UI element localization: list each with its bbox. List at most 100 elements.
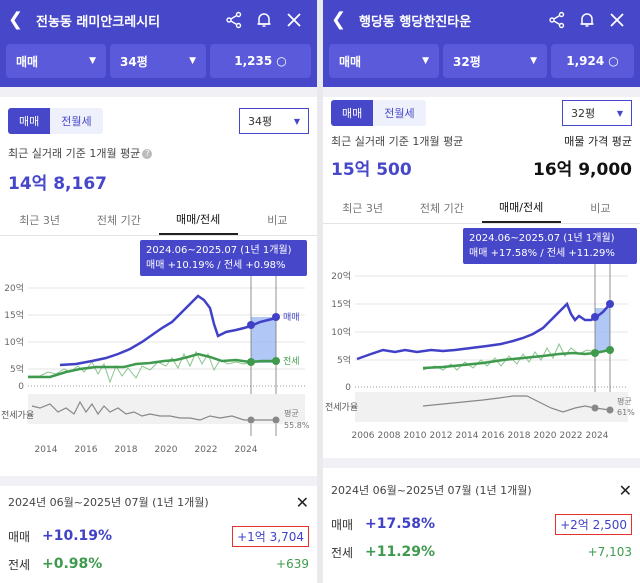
ratio-line — [422, 395, 611, 413]
trade-type-value: 매매 — [16, 54, 39, 69]
x-label: 2016 — [75, 445, 98, 455]
average-section: 최근 실거래 기준 1개월 평균 15억 500 매물 가격 평균 16억 9,… — [323, 127, 640, 180]
size-select[interactable]: 34평 ▼ — [110, 44, 206, 78]
close-icon[interactable] — [602, 8, 632, 32]
filter-bar: 매매 ▼ 32평 ▼ 1,924 ○ — [323, 40, 640, 87]
price-chart: 20억 15억 10억 5억 0 전세가율 평균 — [323, 224, 640, 464]
x-label: 2014 — [456, 431, 479, 441]
trade-toggle-row: 매매 전월세 34평 ▼ — [0, 97, 317, 137]
search-icon: ○ — [608, 54, 619, 68]
x-label: 2014 — [35, 445, 58, 455]
actual-average: 최근 실거래 기준 1개월 평균 15억 500 — [331, 133, 463, 180]
bell-icon[interactable] — [572, 8, 602, 32]
tab-all-period[interactable]: 전체 기간 — [419, 201, 464, 215]
x-label: 2024 — [586, 431, 609, 441]
segment-sale[interactable]: 매매 — [8, 108, 51, 134]
jeonse-label: 전세 — [331, 545, 354, 560]
jeonse-point-start — [247, 358, 255, 366]
tooltip-change: 매매 +17.58% / 전세 +11.29% — [469, 248, 615, 259]
segment-sale[interactable]: 매매 — [331, 100, 374, 126]
legend-jeonse: 전세 — [283, 356, 300, 367]
divider — [323, 458, 640, 468]
pyeong-dropdown[interactable]: 32평 ▼ — [562, 100, 632, 126]
tab-sale-jeonse[interactable]: 매매/전세 — [158, 204, 238, 235]
share-icon[interactable] — [542, 8, 572, 32]
chart-tabs: 최근 3년 전체 기간 매매/전세 비교 — [0, 204, 317, 236]
y-label: 20억 — [4, 282, 24, 294]
close-icon[interactable]: ✕ — [295, 492, 309, 512]
price-chart: 20억 15억 10억 5억 0 매매 전세 전세가율 — [0, 236, 317, 476]
tooltip-period: 2024.06~2025.07 (1년 1개월) — [146, 245, 292, 256]
average-label: 최근 실거래 기준 1개월 평균? — [8, 145, 309, 161]
size-value: 34평 — [120, 54, 148, 69]
sale-change-row: 매매 +17.58% +2억 2,500 — [323, 512, 640, 536]
tab-compare[interactable]: 비교 — [267, 213, 288, 227]
y-label: 15억 — [331, 298, 351, 310]
sale-change-row: 매매 +10.19% +1억 3,704 — [0, 524, 317, 548]
divider — [0, 87, 317, 97]
summary-period-row: 2024년 06월~2025년 07월 (1년 1개월) ✕ — [0, 488, 317, 516]
sale-label: 매매 — [8, 529, 31, 544]
pyeong-value: 32평 — [571, 107, 596, 120]
trade-type-select[interactable]: 매매 ▼ — [329, 44, 439, 78]
jeonse-amount: +7,103 — [587, 545, 632, 559]
jeonse-point-end — [272, 357, 280, 365]
trade-toggle-row: 매매 전월세 32평 ▼ — [323, 97, 640, 127]
header: ❮ 행당동 행당한진타운 — [323, 0, 640, 40]
tooltip-period: 2024.06~2025.07 (1년 1개월) — [469, 233, 615, 244]
segment-rent[interactable]: 전월세 — [50, 108, 103, 134]
segment-rent[interactable]: 전월세 — [373, 100, 426, 126]
ratio-band — [28, 394, 305, 424]
jeonse-raw-line — [28, 350, 276, 384]
average-label-text: 최근 실거래 기준 1개월 평균 — [8, 147, 141, 160]
complex-title: 전농동 래미안크레시티 — [36, 14, 161, 30]
bell-icon[interactable] — [249, 8, 279, 32]
x-label: 2020 — [534, 431, 557, 441]
question-icon[interactable]: ? — [142, 149, 153, 159]
period-highlight — [595, 308, 610, 352]
back-arrow-icon[interactable]: ❮ — [331, 9, 347, 30]
ratio-line — [31, 400, 276, 421]
tab-recent-3y[interactable]: 최근 3년 — [342, 201, 384, 215]
jeonse-point-end — [606, 346, 614, 354]
y-label: 15억 — [4, 309, 24, 321]
tab-compare[interactable]: 비교 — [590, 201, 611, 215]
tab-all-period[interactable]: 전체 기간 — [96, 213, 141, 227]
average-value: 14억 8,167 — [8, 174, 107, 194]
divider — [0, 476, 317, 486]
size-select[interactable]: 32평 ▼ — [443, 44, 547, 78]
sale-amount: +2억 2,500 — [555, 513, 632, 535]
x-label: 2018 — [508, 431, 531, 441]
sale-amount: +1억 3,704 — [232, 525, 309, 547]
change-summary: 2024년 06월~2025년 07월 (1년 1개월) ✕ 매매 +17.58%… — [323, 476, 640, 564]
average-section: 최근 실거래 기준 1개월 평균? 14억 8,167 — [0, 137, 317, 194]
y-label: 5억 — [10, 363, 24, 375]
back-arrow-icon[interactable]: ❮ — [8, 9, 24, 30]
x-label: 2022 — [560, 431, 583, 441]
pyeong-dropdown[interactable]: 34평 ▼ — [239, 108, 309, 134]
tab-sale-jeonse[interactable]: 매매/전세 — [481, 192, 561, 223]
complex-title: 행당동 행당한진타운 — [359, 14, 472, 30]
legend-sale: 매매 — [283, 312, 300, 323]
close-icon[interactable] — [279, 8, 309, 32]
listing-count-button[interactable]: 1,235 ○ — [210, 44, 311, 78]
y-label: 0 — [345, 383, 351, 393]
listing-count-button[interactable]: 1,924 ○ — [551, 44, 634, 78]
sale-line — [356, 301, 611, 361]
trade-segment: 매매 전월세 — [331, 100, 426, 126]
average-value: 15억 500 — [331, 160, 412, 180]
ratio-avg-value: 61% — [617, 408, 635, 417]
asking-average: 매물 가격 평균 16억 9,000 — [533, 133, 632, 180]
close-icon[interactable]: ✕ — [618, 480, 632, 500]
tab-recent-3y[interactable]: 최근 3년 — [19, 213, 61, 227]
ratio-point-start — [591, 404, 599, 412]
sale-point-start — [247, 321, 255, 329]
x-label: 2020 — [155, 445, 178, 455]
trade-type-select[interactable]: 매매 ▼ — [6, 44, 106, 78]
share-icon[interactable] — [219, 8, 249, 32]
jeonse-amount: +639 — [276, 557, 309, 571]
x-label: 2024 — [235, 445, 258, 455]
sale-percent: +10.19% — [42, 528, 113, 544]
summary-period: 2024년 06월~2025년 07월 (1년 1개월) — [331, 484, 532, 497]
change-summary: 2024년 06월~2025년 07월 (1년 1개월) ✕ 매매 +10.19%… — [0, 488, 317, 576]
